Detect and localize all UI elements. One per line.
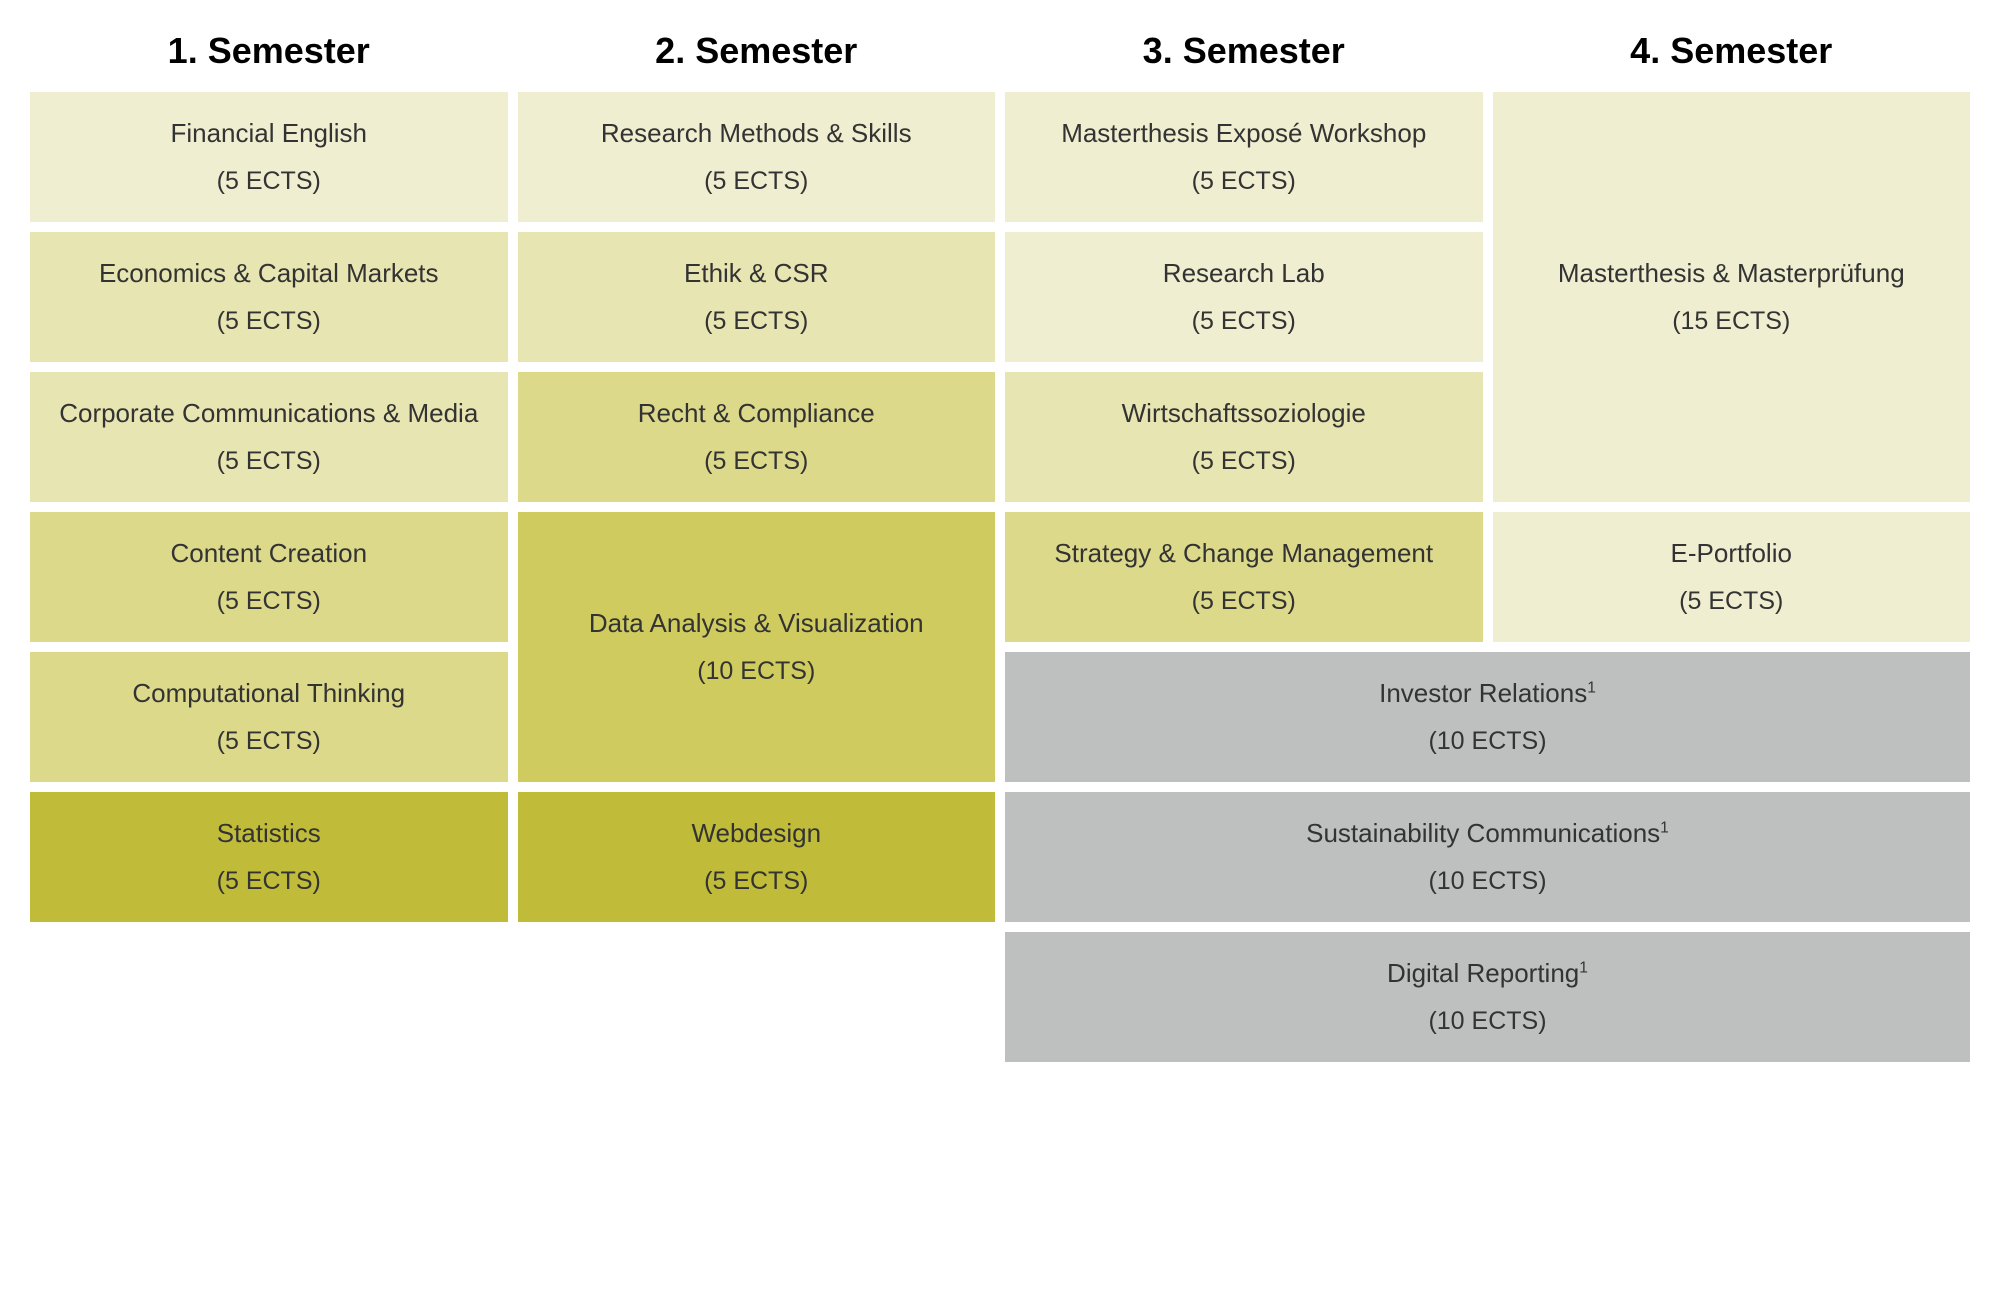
module-el3: Digital Reporting1 (10 ECTS) (1005, 932, 1970, 1062)
semester-header-4: 4. Semester (1493, 30, 1971, 82)
module-s1m4: Content Creation (5 ECTS) (30, 512, 508, 642)
module-ects: (5 ECTS) (217, 585, 321, 619)
module-ects: (15 ECTS) (1672, 305, 1790, 339)
module-s2m3: Recht & Compliance (5 ECTS) (518, 372, 996, 502)
module-title-text: Digital Reporting (1387, 958, 1579, 988)
module-s1m6: Statistics (5 ECTS) (30, 792, 508, 922)
module-title: Corporate Communications & Media (59, 396, 478, 431)
module-title: Strategy & Change Management (1054, 536, 1433, 571)
module-ects: (5 ECTS) (217, 725, 321, 759)
module-ects: (5 ECTS) (704, 865, 808, 899)
module-s3m4: Strategy & Change Management (5 ECTS) (1005, 512, 1483, 642)
module-ects: (5 ECTS) (1192, 445, 1296, 479)
module-s2m4: Data Analysis & Visualization (10 ECTS) (518, 512, 996, 782)
module-ects: (5 ECTS) (1192, 165, 1296, 199)
module-ects: (5 ECTS) (1192, 305, 1296, 339)
module-ects: (10 ECTS) (1428, 1005, 1546, 1039)
module-title-text: Sustainability Communications (1306, 818, 1660, 848)
module-ects: (5 ECTS) (1679, 585, 1783, 619)
module-s3m3: Wirtschaftssoziologie (5 ECTS) (1005, 372, 1483, 502)
module-footnote-marker: 1 (1579, 959, 1588, 976)
module-title: Research Methods & Skills (601, 116, 912, 151)
module-title: Ethik & CSR (684, 256, 829, 291)
module-title: Research Lab (1163, 256, 1325, 291)
module-title: Sustainability Communications1 (1306, 816, 1669, 851)
module-ects: (5 ECTS) (704, 305, 808, 339)
module-footnote-marker: 1 (1660, 819, 1669, 836)
module-title: Recht & Compliance (638, 396, 875, 431)
module-title: Wirtschaftssoziologie (1122, 396, 1366, 431)
module-title: Statistics (217, 816, 321, 851)
module-ects: (5 ECTS) (217, 165, 321, 199)
module-s4m2: E-Portfolio (5 ECTS) (1493, 512, 1971, 642)
module-title: Economics & Capital Markets (99, 256, 439, 291)
module-title: Digital Reporting1 (1387, 956, 1588, 991)
semester-header-1: 1. Semester (30, 30, 508, 82)
module-s2m1: Research Methods & Skills (5 ECTS) (518, 92, 996, 222)
module-title: Financial English (170, 116, 367, 151)
module-s3m1: Masterthesis Exposé Workshop (5 ECTS) (1005, 92, 1483, 222)
module-s1m5: Computational Thinking (5 ECTS) (30, 652, 508, 782)
module-s2m2: Ethik & CSR (5 ECTS) (518, 232, 996, 362)
curriculum-grid: 1. Semester2. Semester3. Semester4. Seme… (30, 30, 1970, 1062)
semester-header-2: 2. Semester (518, 30, 996, 82)
module-ects: (5 ECTS) (704, 165, 808, 199)
module-title: Data Analysis & Visualization (589, 606, 924, 641)
module-title: Content Creation (170, 536, 367, 571)
module-title: Investor Relations1 (1379, 676, 1596, 711)
module-s4m1: Masterthesis & Masterprüfung (15 ECTS) (1493, 92, 1971, 502)
module-ects: (5 ECTS) (217, 445, 321, 479)
module-s3m2: Research Lab (5 ECTS) (1005, 232, 1483, 362)
module-ects: (5 ECTS) (217, 305, 321, 339)
module-title: E-Portfolio (1671, 536, 1792, 571)
module-ects: (5 ECTS) (1192, 585, 1296, 619)
module-el1: Investor Relations1 (10 ECTS) (1005, 652, 1970, 782)
module-s1m2: Economics & Capital Markets (5 ECTS) (30, 232, 508, 362)
module-title: Masterthesis & Masterprüfung (1558, 256, 1905, 291)
module-title-text: Investor Relations (1379, 678, 1587, 708)
module-ects: (10 ECTS) (1428, 865, 1546, 899)
module-ects: (5 ECTS) (217, 865, 321, 899)
module-el2: Sustainability Communications1 (10 ECTS) (1005, 792, 1970, 922)
module-ects: (10 ECTS) (1428, 725, 1546, 759)
module-title: Computational Thinking (132, 676, 405, 711)
module-title: Webdesign (691, 816, 821, 851)
module-s1m1: Financial English (5 ECTS) (30, 92, 508, 222)
module-ects: (5 ECTS) (704, 445, 808, 479)
curriculum-plan: 1. Semester2. Semester3. Semester4. Seme… (0, 0, 2000, 1300)
module-s2m5: Webdesign (5 ECTS) (518, 792, 996, 922)
module-title: Masterthesis Exposé Workshop (1061, 116, 1426, 151)
semester-header-3: 3. Semester (1005, 30, 1483, 82)
module-footnote-marker: 1 (1587, 679, 1596, 696)
module-s1m3: Corporate Communications & Media (5 ECTS) (30, 372, 508, 502)
module-ects: (10 ECTS) (697, 655, 815, 689)
